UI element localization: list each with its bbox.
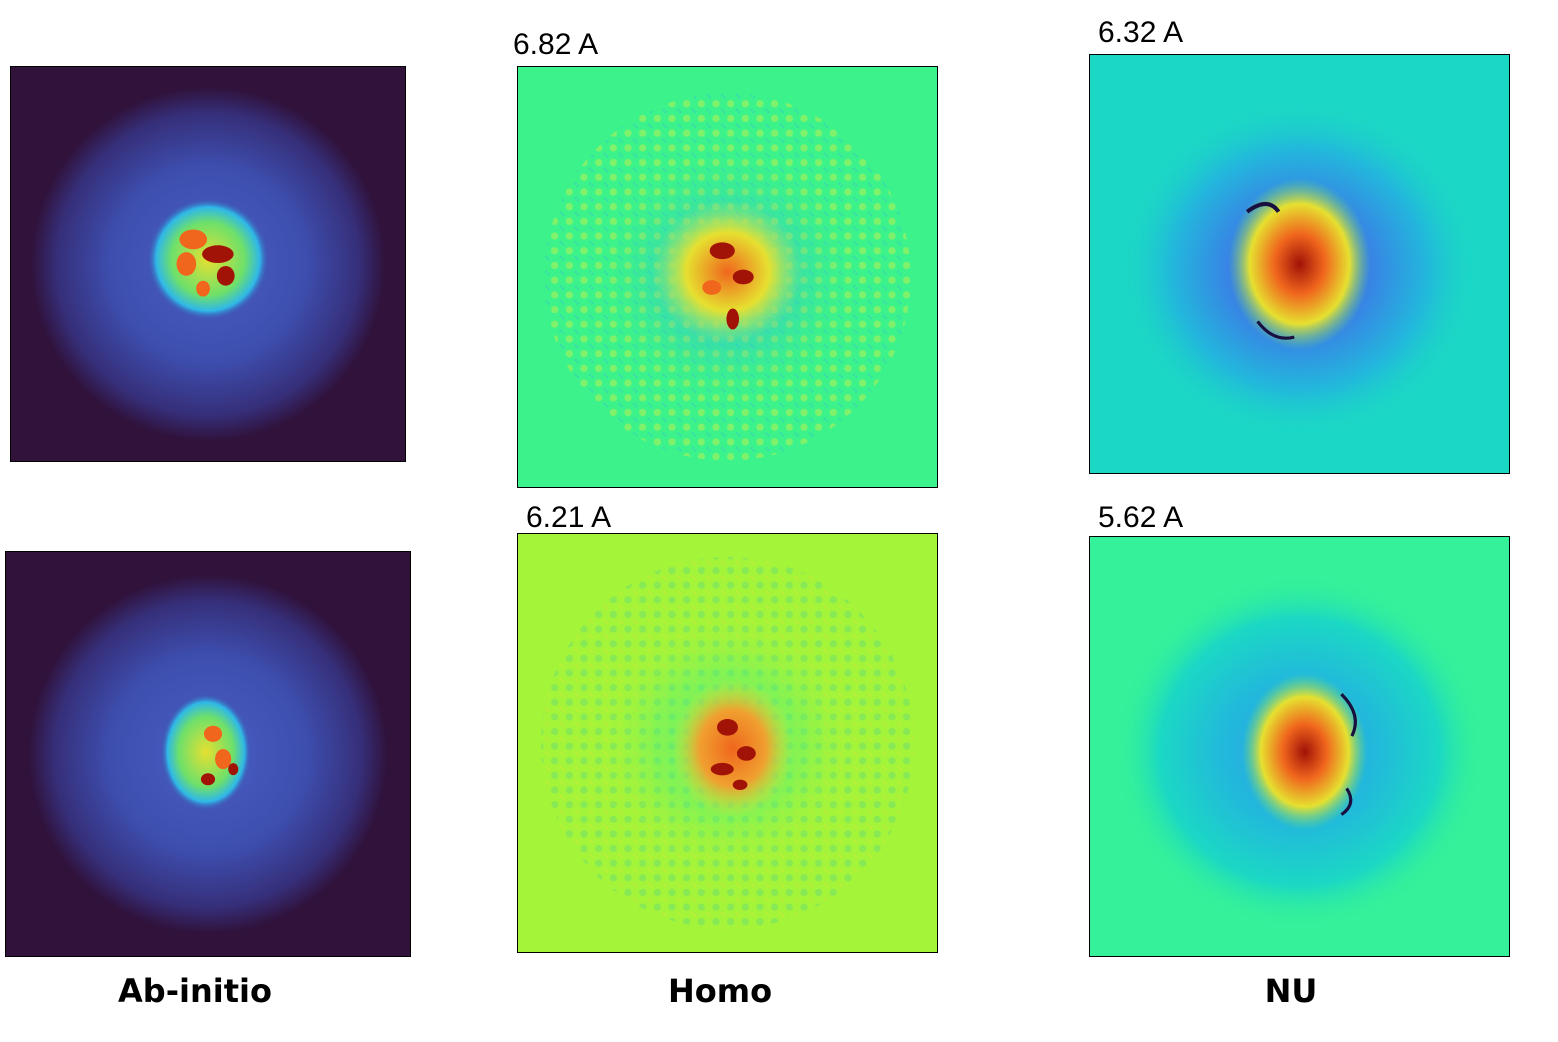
homo-map-bottom xyxy=(517,533,938,953)
column-label-abinitio: Ab-initio xyxy=(118,972,272,1010)
resolution-label: 6.82 A xyxy=(513,28,599,61)
resolution-label: 6.32 A xyxy=(1098,16,1184,49)
resolution-label: 5.62 A xyxy=(1098,501,1184,534)
resolution-label: 6.21 A xyxy=(526,501,612,534)
abinitio-map-top xyxy=(10,66,406,462)
nu-map-top xyxy=(1089,54,1510,474)
abinitio-map-bottom xyxy=(5,551,411,957)
homo-map-top xyxy=(517,66,938,488)
column-label-homo: Homo xyxy=(667,972,773,1010)
nu-map-bottom xyxy=(1089,536,1510,957)
column-label-nu: NU xyxy=(1264,972,1318,1010)
